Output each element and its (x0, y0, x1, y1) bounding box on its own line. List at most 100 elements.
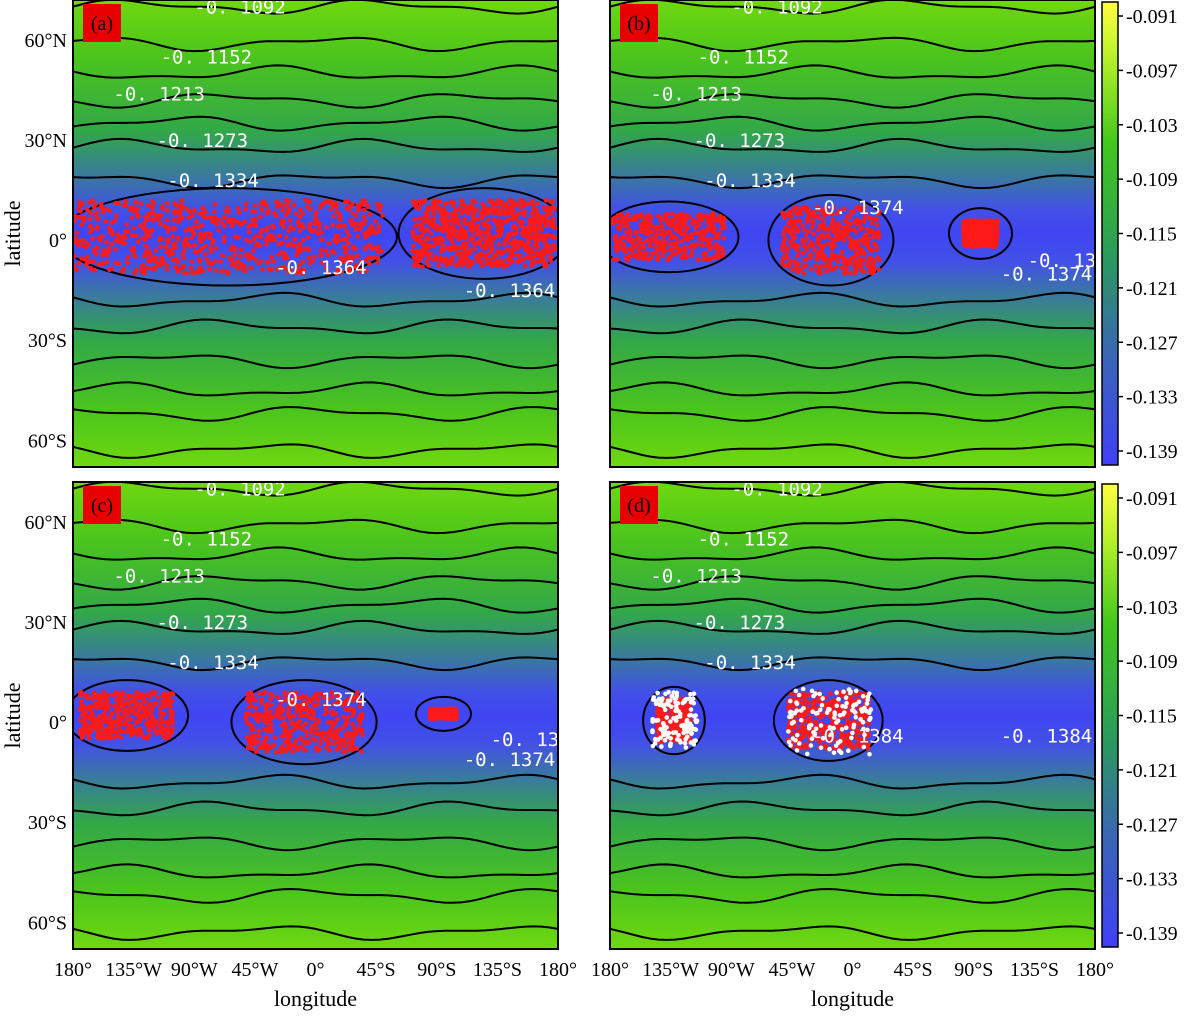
red-point (243, 252, 249, 258)
closed-contour (397, 187, 558, 280)
red-point (331, 736, 337, 741)
red-point (538, 234, 544, 240)
red-point (329, 690, 335, 695)
contour-line (73, 381, 558, 397)
white-point (853, 702, 859, 707)
red-point (264, 715, 270, 720)
white-point (791, 719, 796, 725)
contour-label: -0. 1384 (812, 726, 904, 748)
red-point (648, 255, 654, 260)
red-point (221, 234, 227, 240)
red-point (314, 726, 320, 731)
red-point (96, 262, 102, 267)
red-point (818, 264, 823, 270)
colorbar-tick-label: -0.133 (1126, 869, 1178, 891)
red-point (806, 700, 811, 705)
red-point (145, 265, 151, 271)
red-point (856, 743, 862, 748)
white-point (835, 740, 841, 746)
contour-line (610, 36, 1095, 53)
red-point (296, 222, 302, 228)
red-point (678, 227, 684, 232)
red-point (684, 227, 689, 232)
red-point (269, 254, 274, 260)
red-point (789, 218, 794, 223)
panel-label-box (83, 4, 121, 42)
red-point (697, 236, 702, 242)
white-point (684, 717, 690, 723)
red-point (108, 726, 114, 731)
red-point (473, 240, 479, 245)
red-point (87, 259, 92, 265)
white-point (788, 743, 793, 748)
red-point (264, 703, 270, 709)
white-point (792, 710, 797, 716)
red-point (129, 247, 134, 252)
red-point (303, 197, 309, 203)
red-point (197, 265, 203, 270)
contour-label: -0. 1092 (194, 479, 286, 501)
red-point (109, 266, 115, 272)
red-point (621, 248, 627, 253)
red-point (104, 260, 110, 265)
colorbar-tick-label: -0.091 (1126, 6, 1178, 28)
red-point (436, 263, 441, 268)
red-point (470, 235, 476, 241)
red-point (174, 203, 179, 208)
red-point (367, 212, 373, 217)
red-point (102, 248, 107, 253)
white-point (688, 691, 693, 697)
red-point (106, 225, 112, 231)
red-point (488, 244, 494, 250)
red-point (487, 258, 493, 263)
red-point (271, 225, 276, 230)
red-point (661, 234, 666, 240)
red-point (187, 226, 192, 231)
red-point (299, 725, 304, 731)
red-point (835, 259, 841, 265)
red-point (248, 265, 254, 271)
red-point (204, 256, 210, 262)
red-point (791, 732, 797, 737)
red-point (656, 224, 661, 229)
red-point (441, 708, 447, 713)
red-point (76, 243, 81, 248)
red-point (331, 741, 336, 746)
red-point (343, 249, 348, 255)
white-point (834, 690, 839, 695)
red-point (351, 707, 357, 713)
contour-line (73, 64, 558, 79)
contour-label: -0. 1374 (491, 729, 583, 751)
red-point (181, 243, 187, 249)
red-point (801, 271, 807, 276)
red-point (114, 729, 120, 734)
red-point (876, 235, 881, 240)
red-point (497, 211, 502, 216)
red-point (222, 224, 227, 229)
white-point (694, 719, 699, 725)
red-point (854, 735, 859, 740)
red-point (280, 707, 286, 712)
red-point (481, 209, 486, 215)
red-point (346, 232, 352, 238)
red-point (259, 207, 265, 213)
red-point (830, 205, 836, 210)
red-point (282, 690, 288, 695)
red-point (146, 728, 152, 733)
red-point (262, 689, 268, 695)
red-point (713, 233, 719, 239)
red-point (288, 224, 293, 229)
red-point (212, 209, 217, 214)
red-point (162, 224, 168, 229)
red-point (74, 267, 79, 273)
red-point (133, 254, 138, 259)
red-point (362, 231, 367, 236)
red-point (216, 228, 221, 233)
contour-label: -0. 1213 (650, 565, 742, 587)
red-point (984, 225, 989, 231)
contour-line (610, 443, 1095, 459)
red-point (627, 246, 633, 252)
red-point (975, 225, 980, 230)
red-point (618, 220, 623, 226)
closed-contour (642, 685, 706, 756)
